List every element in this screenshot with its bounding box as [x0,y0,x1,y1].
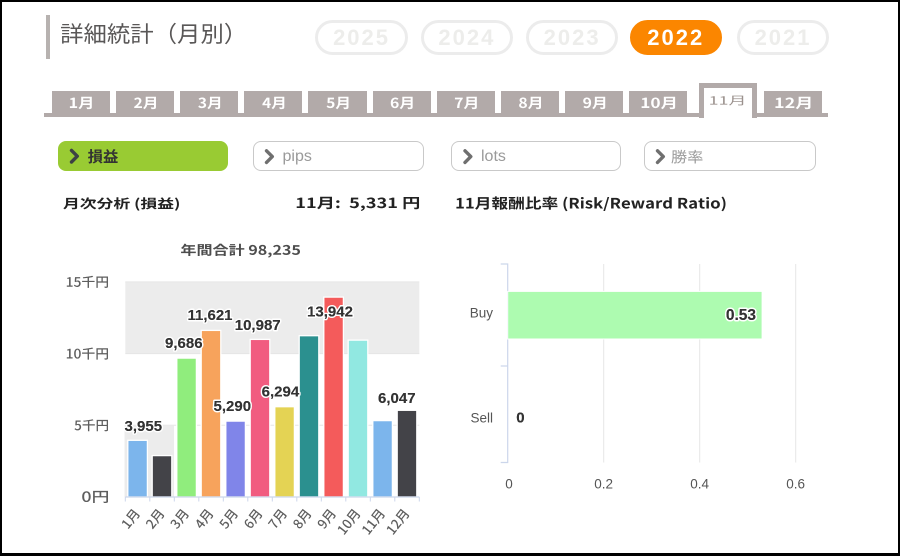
svg-text:10,987: 10,987 [235,317,281,334]
svg-text:10,987: 10,987 [235,317,281,334]
svg-text:6,294: 6,294 [262,384,300,401]
svg-text:Buy: Buy [470,306,494,321]
svg-text:6,294: 6,294 [262,384,300,401]
svg-text:0: 0 [516,410,524,427]
svg-text:13,942: 13,942 [307,304,353,321]
svg-text:0: 0 [516,410,524,427]
svg-text:6,047: 6,047 [378,390,416,407]
svg-text:3,955: 3,955 [125,418,163,435]
svg-text:0.53: 0.53 [726,307,757,324]
svg-text:0.2: 0.2 [594,477,613,492]
svg-text:Sell: Sell [470,410,493,425]
svg-text:3,955: 3,955 [125,418,163,435]
svg-text:11,621: 11,621 [187,307,232,324]
svg-text:5,290: 5,290 [214,398,252,415]
svg-text:0.4: 0.4 [690,477,709,492]
svg-text:6,047: 6,047 [378,390,416,407]
svg-text:13,942: 13,942 [307,304,353,321]
svg-text:0.53: 0.53 [726,307,757,324]
svg-text:0.6: 0.6 [786,477,805,492]
svg-text:9,686: 9,686 [165,335,203,352]
svg-text:5,290: 5,290 [214,398,252,415]
svg-text:9,686: 9,686 [165,335,203,352]
svg-text:0: 0 [505,477,513,492]
svg-text:11,621: 11,621 [187,307,232,324]
